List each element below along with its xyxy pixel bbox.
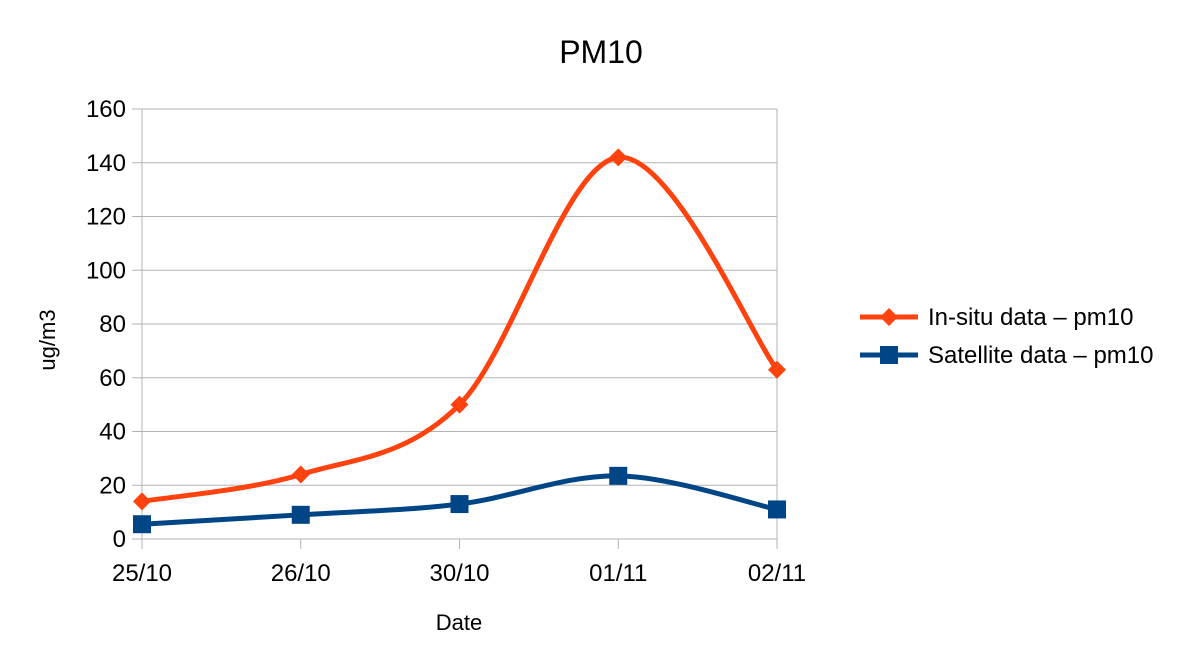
data-point	[609, 466, 628, 485]
series-line	[141, 154, 780, 504]
data-point	[768, 500, 786, 519]
legend: In-situ data – pm10 Satellite data – pm10	[860, 304, 1153, 369]
data-point	[291, 465, 310, 484]
y-tick-label: 40	[99, 419, 126, 446]
data-point	[609, 148, 628, 167]
legend-marker	[880, 308, 898, 326]
y-tick-label: 140	[86, 150, 126, 177]
y-tick-label: 160	[86, 96, 126, 123]
y-tick-label: 60	[99, 365, 126, 392]
data-point	[768, 360, 786, 379]
data-point	[450, 495, 469, 514]
legend-label: Satellite data – pm10	[928, 342, 1153, 369]
y-tick-label: 120	[86, 204, 126, 231]
y-tick-label: 80	[99, 311, 126, 338]
x-tick-label: 02/11	[748, 560, 806, 587]
series-2	[133, 466, 786, 534]
data-point	[450, 395, 469, 414]
y-tick-label: 100	[86, 257, 126, 284]
y-axis-label: ug/m3	[35, 309, 60, 370]
data-point	[133, 492, 151, 511]
series-1	[133, 148, 786, 511]
x-tick-label: 26/10	[271, 560, 331, 587]
legend-item-1: In-situ data – pm10	[860, 304, 1133, 331]
x-tick-label: 30/10	[429, 560, 489, 587]
series-group	[133, 148, 786, 534]
y-tick-labels: 0 20 40 60 80 100 120 140 160	[86, 96, 126, 553]
x-tick-label: 01/11	[589, 560, 647, 587]
legend-label: In-situ data – pm10	[928, 304, 1133, 331]
x-tick-label: 25/10	[112, 560, 172, 587]
y-tick-label: 20	[99, 472, 126, 499]
chart-title: PM10	[559, 34, 643, 70]
y-tick-label: 0	[113, 526, 126, 553]
data-point	[133, 515, 151, 534]
x-tick-labels: 25/10 26/10 30/10 01/11 02/11	[112, 560, 806, 587]
x-axis-label: Date	[436, 610, 482, 635]
legend-marker	[880, 346, 898, 364]
data-point	[291, 505, 310, 524]
legend-item-2: Satellite data – pm10	[860, 342, 1153, 369]
